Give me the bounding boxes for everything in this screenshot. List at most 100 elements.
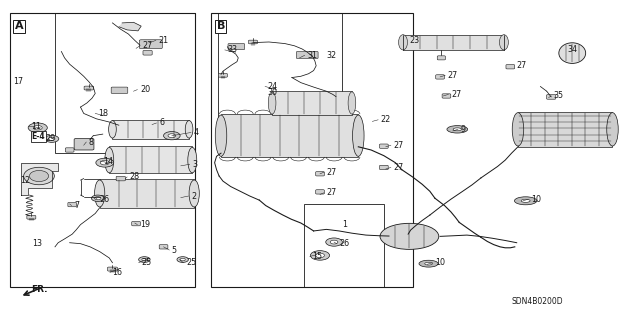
FancyBboxPatch shape (380, 165, 388, 170)
FancyBboxPatch shape (316, 172, 324, 176)
Ellipse shape (399, 35, 408, 50)
FancyBboxPatch shape (248, 40, 257, 44)
Bar (221, 114, 358, 157)
FancyBboxPatch shape (68, 203, 77, 207)
FancyBboxPatch shape (84, 86, 93, 90)
Text: 15: 15 (312, 252, 323, 261)
Text: 12: 12 (20, 176, 30, 185)
Circle shape (100, 160, 109, 165)
Text: 21: 21 (159, 36, 168, 45)
FancyBboxPatch shape (436, 75, 444, 79)
Bar (109, 146, 192, 174)
Text: 25: 25 (186, 258, 196, 267)
Text: 27: 27 (448, 71, 458, 80)
Text: 6: 6 (159, 118, 164, 128)
FancyBboxPatch shape (143, 50, 152, 55)
Ellipse shape (105, 147, 114, 173)
Circle shape (180, 258, 185, 261)
Circle shape (168, 134, 175, 137)
Bar (55, 13, 195, 153)
FancyBboxPatch shape (159, 245, 168, 249)
FancyBboxPatch shape (111, 87, 128, 93)
Circle shape (164, 131, 180, 140)
Ellipse shape (559, 43, 586, 63)
FancyBboxPatch shape (116, 176, 125, 181)
Text: 8: 8 (89, 137, 94, 146)
Text: 26: 26 (339, 239, 349, 248)
Bar (211, 13, 413, 286)
Text: 4: 4 (193, 128, 198, 137)
Ellipse shape (268, 92, 276, 114)
Ellipse shape (512, 113, 524, 146)
Text: 27: 27 (326, 188, 337, 197)
Text: 29: 29 (45, 134, 56, 143)
Bar (518, 112, 612, 147)
Text: 31: 31 (307, 51, 317, 60)
Text: 27: 27 (516, 61, 527, 70)
Ellipse shape (607, 113, 618, 146)
Circle shape (139, 257, 150, 263)
Text: 26: 26 (100, 195, 110, 204)
Text: 32: 32 (326, 51, 337, 60)
FancyBboxPatch shape (108, 267, 117, 271)
Circle shape (28, 123, 47, 132)
Ellipse shape (419, 260, 438, 267)
Circle shape (142, 258, 147, 261)
Polygon shape (119, 22, 141, 31)
Ellipse shape (453, 128, 461, 131)
Bar (218, 13, 342, 122)
Text: 10: 10 (531, 195, 541, 204)
Text: 25: 25 (141, 258, 152, 267)
Text: 27: 27 (326, 168, 337, 177)
Text: 33: 33 (227, 45, 237, 55)
FancyBboxPatch shape (218, 73, 227, 77)
Text: 34: 34 (568, 45, 578, 55)
Ellipse shape (499, 35, 508, 50)
Text: 30: 30 (268, 88, 278, 97)
Text: B: B (216, 21, 225, 31)
Circle shape (310, 251, 330, 260)
Text: 18: 18 (98, 109, 108, 118)
Ellipse shape (521, 199, 530, 202)
Ellipse shape (95, 180, 105, 207)
Ellipse shape (189, 180, 199, 207)
Text: 17: 17 (13, 77, 24, 86)
Ellipse shape (447, 126, 468, 133)
Ellipse shape (425, 262, 433, 265)
Bar (113, 120, 189, 139)
Text: 27: 27 (394, 141, 404, 150)
FancyBboxPatch shape (437, 56, 445, 60)
FancyBboxPatch shape (442, 94, 451, 98)
Circle shape (330, 240, 338, 244)
Text: 24: 24 (268, 82, 278, 91)
FancyBboxPatch shape (316, 190, 324, 194)
Ellipse shape (353, 115, 364, 156)
FancyBboxPatch shape (547, 95, 556, 99)
Circle shape (45, 135, 59, 142)
FancyBboxPatch shape (228, 44, 244, 50)
Text: FR.: FR. (31, 285, 48, 294)
Text: 16: 16 (113, 268, 122, 277)
FancyBboxPatch shape (140, 40, 163, 49)
Text: 3: 3 (192, 160, 197, 169)
FancyBboxPatch shape (296, 51, 318, 58)
FancyBboxPatch shape (74, 138, 94, 150)
Ellipse shape (185, 121, 193, 138)
Ellipse shape (24, 167, 54, 185)
FancyBboxPatch shape (132, 221, 140, 226)
Circle shape (95, 197, 101, 200)
Ellipse shape (515, 197, 537, 205)
Bar (304, 204, 384, 286)
Circle shape (96, 158, 114, 167)
Bar (100, 179, 194, 208)
Text: 20: 20 (140, 85, 150, 94)
Text: SDN4B0200D: SDN4B0200D (511, 297, 563, 306)
Text: 35: 35 (554, 92, 564, 100)
Circle shape (326, 238, 342, 246)
FancyBboxPatch shape (506, 65, 515, 69)
FancyBboxPatch shape (27, 215, 36, 219)
FancyBboxPatch shape (380, 144, 388, 148)
Text: 13: 13 (33, 239, 43, 248)
Circle shape (92, 195, 104, 201)
Text: 27: 27 (451, 90, 461, 99)
